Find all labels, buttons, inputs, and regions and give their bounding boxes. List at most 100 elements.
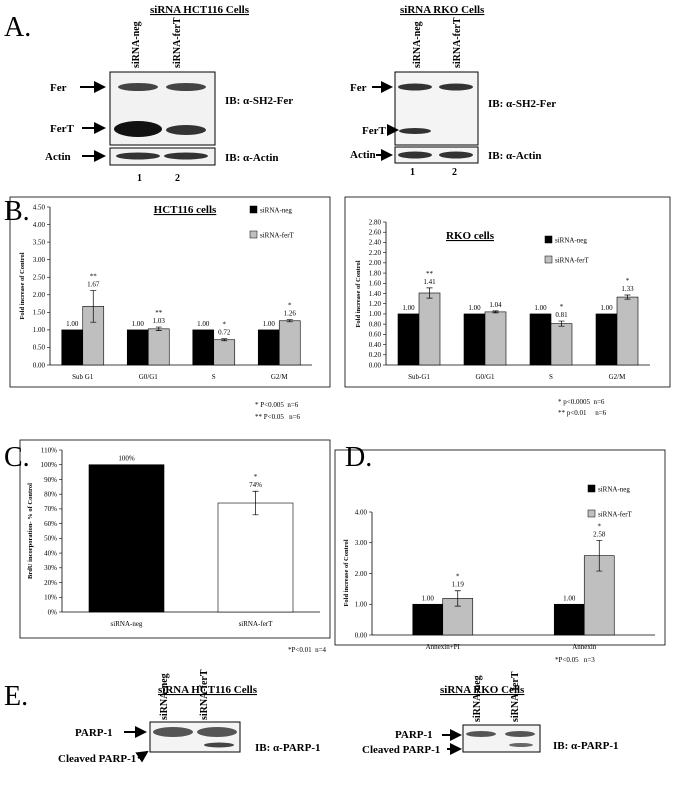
value-label: 1.03 bbox=[153, 317, 166, 325]
chart: 0% 10% 20% 30% 40% 50% 60% 70% 80% 90% 100% 110% Brd… bbox=[19, 439, 331, 654]
error-bar bbox=[155, 326, 162, 331]
band bbox=[398, 151, 432, 159]
band-label: Fer bbox=[50, 82, 67, 94]
band bbox=[114, 121, 162, 137]
band bbox=[164, 152, 208, 160]
antibody: IB: α-SH2-Fer bbox=[225, 95, 293, 107]
significance: * bbox=[560, 303, 564, 311]
band bbox=[399, 128, 431, 134]
value-label: 1.67 bbox=[87, 281, 100, 289]
significance: ** bbox=[426, 270, 434, 278]
legend-label: siRNA-neg bbox=[555, 237, 587, 245]
band bbox=[153, 727, 193, 737]
antibody: IB: α-SH2-Fer bbox=[488, 98, 556, 110]
legend-swatch bbox=[544, 235, 553, 244]
value-label: 1.26 bbox=[284, 310, 297, 318]
band bbox=[166, 125, 206, 135]
chart: 0.00 1.00 2.00 3.00 4.00 Fold increase of Con… bbox=[334, 449, 666, 664]
error-bar bbox=[596, 539, 603, 572]
value-label: 1.19 bbox=[452, 581, 465, 589]
bar bbox=[595, 313, 618, 366]
y-tick-label: 4.00 bbox=[33, 221, 46, 229]
y-tick-label: 1.00 bbox=[355, 601, 368, 609]
value-label: 1.00 bbox=[132, 320, 145, 328]
band-label: Actin bbox=[350, 149, 376, 161]
blot-title: siRNA HCT116 Cells bbox=[150, 4, 250, 16]
blot-a-right: siRNA RKO Cells siRNA-neg siRNA-ferT Fer… bbox=[350, 4, 556, 178]
footnote: * P<0.005 n=6 bbox=[255, 401, 299, 409]
value-label: 1.04 bbox=[489, 301, 502, 309]
error-bar bbox=[286, 319, 293, 323]
y-axis-label: Fold increase of Control bbox=[19, 252, 26, 319]
legend-label: siRNA-neg bbox=[260, 207, 292, 215]
chart-frame bbox=[334, 449, 666, 646]
x-tick-label: G0/G1 bbox=[475, 373, 495, 381]
y-tick-label: 2.50 bbox=[33, 274, 46, 282]
arrow bbox=[135, 750, 149, 763]
band-label: Actin bbox=[45, 151, 71, 163]
panel-label: D. bbox=[345, 442, 372, 473]
band bbox=[439, 151, 473, 159]
footnote: ** P<0.05 n=6 bbox=[255, 413, 301, 421]
chart-frame bbox=[9, 196, 331, 388]
blot-a-left: siRNA HCT116 Cells siRNA-neg siRNA-ferT … bbox=[45, 4, 293, 184]
y-tick-label: 1.40 bbox=[369, 290, 382, 298]
band bbox=[197, 727, 237, 737]
significance: * bbox=[288, 302, 292, 310]
y-tick-label: 0% bbox=[48, 608, 58, 616]
value-label: 1.00 bbox=[563, 594, 576, 602]
y-tick-label: 110% bbox=[41, 446, 57, 454]
legend-swatch bbox=[587, 484, 596, 493]
y-tick-label: 1.00 bbox=[369, 310, 382, 318]
bar bbox=[61, 329, 84, 366]
legend-label: siRNA-ferT bbox=[555, 257, 590, 265]
y-tick-label: 3.00 bbox=[355, 539, 368, 547]
lane-number: 1 bbox=[137, 173, 142, 184]
significance: * bbox=[456, 573, 460, 581]
band bbox=[204, 742, 234, 748]
legend-swatch bbox=[249, 230, 258, 239]
y-tick-label: 30% bbox=[44, 564, 57, 572]
x-tick-label: G2/M bbox=[271, 373, 289, 381]
band bbox=[439, 83, 473, 91]
bar bbox=[529, 313, 552, 366]
significance: * bbox=[626, 277, 630, 285]
bar bbox=[418, 292, 441, 366]
lane-number: 1 bbox=[410, 167, 415, 178]
lane-label: siRNA-neg bbox=[159, 673, 170, 720]
error-bar bbox=[426, 287, 433, 299]
band bbox=[505, 731, 535, 737]
x-tick-label: G2/M bbox=[609, 373, 627, 381]
footnote: *P<0.01 n=4 bbox=[288, 646, 327, 654]
error-bar bbox=[492, 310, 499, 314]
y-tick-label: 70% bbox=[44, 505, 57, 513]
y-tick-label: 2.00 bbox=[369, 259, 382, 267]
footnote: * p<0.0005 n=6 bbox=[558, 398, 605, 406]
error-bar bbox=[624, 294, 631, 300]
y-tick-label: 3.00 bbox=[33, 256, 46, 264]
y-axis-label: Fold increase of Control bbox=[355, 260, 362, 327]
blot bbox=[462, 724, 541, 753]
y-tick-label: 50% bbox=[44, 535, 57, 543]
bar bbox=[213, 339, 236, 366]
lane-number: 2 bbox=[452, 167, 457, 178]
chart: 0.00 0.20 0.40 0.60 0.80 1.00 1.20 1.40 1.60 1.80… bbox=[344, 196, 671, 417]
bar bbox=[397, 313, 420, 366]
y-tick-label: 1.00 bbox=[33, 326, 46, 334]
y-tick-label: 40% bbox=[44, 549, 57, 557]
value-label: 1.41 bbox=[423, 278, 436, 286]
bar bbox=[463, 313, 486, 366]
blot-e-right: siRNA RKO Cells siRNA-neg siRNA-ferT PAR… bbox=[362, 671, 619, 756]
band-label: Fer bbox=[350, 82, 367, 94]
value-label: 1.00 bbox=[600, 304, 613, 312]
lane-label: siRNA-ferT bbox=[199, 669, 210, 720]
y-tick-label: 0.00 bbox=[369, 361, 382, 369]
bar bbox=[88, 464, 165, 613]
bar bbox=[484, 311, 507, 366]
band bbox=[166, 83, 206, 91]
bar bbox=[550, 323, 573, 366]
x-tick-label: G0/G1 bbox=[139, 373, 159, 381]
error-bar bbox=[221, 338, 228, 342]
panel-label: E. bbox=[4, 681, 28, 712]
y-tick-label: 0.40 bbox=[369, 341, 382, 349]
